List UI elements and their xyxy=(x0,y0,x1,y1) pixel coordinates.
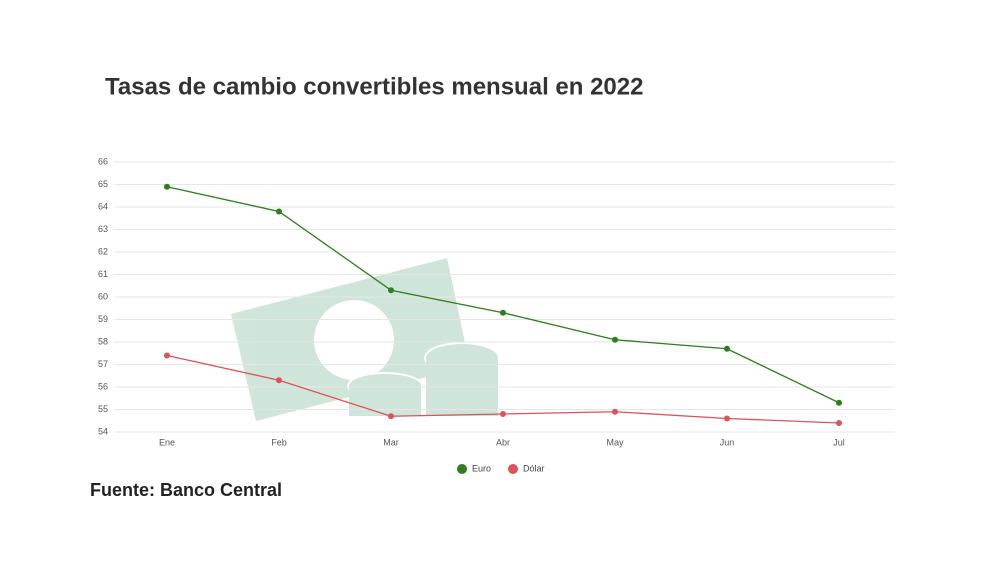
x-tick-label: Feb xyxy=(271,437,287,447)
watermark-icon xyxy=(231,258,500,421)
y-tick-label: 64 xyxy=(98,201,108,211)
data-point xyxy=(836,399,842,406)
data-point xyxy=(724,345,730,352)
x-tick-label: Mar xyxy=(383,437,399,447)
x-tick-label: Ene xyxy=(159,437,175,447)
data-point xyxy=(276,208,282,215)
y-tick-label: 61 xyxy=(98,269,108,279)
y-tick-label: 55 xyxy=(98,404,108,414)
data-point xyxy=(276,377,282,384)
y-tick-label: 65 xyxy=(98,179,108,189)
y-tick-label: 66 xyxy=(98,156,108,166)
data-point xyxy=(388,413,394,420)
y-tick-label: 60 xyxy=(98,291,108,301)
chart-title: Tasas de cambio convertibles mensual en … xyxy=(105,73,643,100)
y-tick-label: 57 xyxy=(98,359,108,369)
x-tick-label: Abr xyxy=(496,437,510,447)
source: Fuente: Banco Central xyxy=(90,480,282,500)
data-point xyxy=(500,309,506,316)
x-tick-label: Jul xyxy=(833,437,845,447)
y-tick-label: 54 xyxy=(98,426,108,436)
legend-label: Dólar xyxy=(523,463,545,473)
data-point xyxy=(836,420,842,426)
data-point xyxy=(388,287,394,294)
x-tick-label: May xyxy=(606,437,624,447)
data-point xyxy=(164,352,170,359)
legend-marker xyxy=(457,464,467,474)
data-point xyxy=(724,415,730,422)
legend-marker xyxy=(508,464,519,474)
data-point xyxy=(164,183,170,190)
x-tick-label: Jun xyxy=(720,437,735,447)
y-tick-label: 62 xyxy=(98,246,108,256)
data-point xyxy=(612,408,618,415)
data-point xyxy=(500,411,506,417)
y-tick-label: 56 xyxy=(98,381,108,391)
y-tick-label: 58 xyxy=(98,336,108,346)
y-tick-label: 59 xyxy=(98,314,108,324)
y-tick-label: 63 xyxy=(98,224,108,234)
data-point xyxy=(612,336,618,343)
legend-label: Euro xyxy=(472,463,491,473)
